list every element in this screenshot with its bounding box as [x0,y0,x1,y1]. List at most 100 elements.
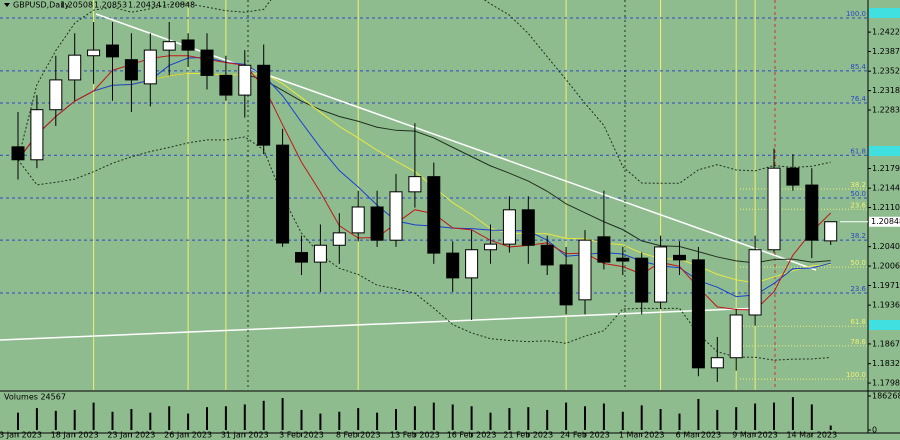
candle-body [257,64,271,146]
candle-body [824,221,838,242]
lower-band [17,136,831,361]
header-close: 1.20848 [162,1,195,10]
y-tick-label: 1.23875 [872,47,900,56]
y-tick-label: 1.18325 [872,359,900,368]
price-tag [869,216,900,227]
volume-title: Volumes 24567 [4,393,66,402]
candle-body [805,184,819,241]
fib-label: 61.8 [850,318,866,326]
y-tick-label: 1.21100 [872,203,900,212]
candle-body [332,232,346,246]
y-tick-label: 1.23525 [872,67,900,76]
fib-label: 100.0 [846,371,866,379]
candle-body [313,244,327,263]
fib-label: 50.0 [850,259,866,267]
candle-body [370,206,384,241]
candle-body [87,49,101,57]
x-tick-label: 16 Feb 2023 [447,431,497,440]
x-tick-label: 26 Jan 2023 [164,431,212,440]
candle-body [427,176,441,254]
candle-body [635,257,649,303]
x-tick-label: 8 Feb 2023 [336,431,381,440]
candle-body [786,167,800,186]
candle-body [11,146,25,161]
x-tick-label: 18 Jan 2023 [51,431,99,440]
x-tick-label: 13 Jan 2023 [0,431,42,440]
candle-body [502,209,516,245]
x-tick-label: 23 Jan 2023 [107,431,155,440]
y-tick-label: 1.21795 [872,164,900,173]
candle-layer [11,21,838,430]
candle-body [559,264,573,306]
candle-body [238,64,252,96]
candle-body [446,252,460,279]
candle-body [200,49,214,76]
fib-label: 50.0 [850,190,866,198]
level-tag [869,320,900,330]
x-tick-label: 3 Feb 2023 [279,431,324,440]
candle-body [162,41,176,51]
y-tick-label: 1.24220 [872,28,900,37]
upper-band [17,0,831,184]
y-tick-label: 1.23180 [872,86,900,95]
x-tick-label: 31 Jan 2023 [221,431,269,440]
symbol-title: GBPUSD,Daily [13,1,70,10]
price-tag-label: 1.20848 [871,217,900,226]
y-tick-label: 1.21445 [872,184,900,193]
y-tick-label: 1.18675 [872,339,900,348]
candle-body [181,39,195,51]
x-tick-label: 21 Feb 2023 [503,431,553,440]
x-tick-label: 24 Feb 2023 [560,431,610,440]
fib-label: 23.6 [850,285,866,293]
header-low: 1.20434 [128,1,161,10]
candle-body [729,314,743,359]
candle-body [276,144,290,244]
fib-label: 78.6 [850,338,866,346]
trend-line [95,13,817,271]
candle-body [521,209,535,246]
candle-body [143,49,157,85]
trend-line [0,307,761,341]
y-tick-label: 1.20405 [872,242,900,251]
candle-body [710,357,724,369]
fib-label: 23.6 [850,201,866,209]
candle-body [295,252,308,263]
header-open: 1.20508 [60,1,93,10]
menu-arrow[interactable] [4,3,10,7]
candle-body [484,243,497,251]
y-tick-label: 1.20060 [872,262,900,271]
candle-body [106,44,119,58]
candle-body [389,191,403,241]
y-tick-label: 1.19715 [872,281,900,290]
candle-body [540,244,554,266]
header-high: 1.20853 [94,1,127,10]
candle-body [767,167,781,251]
x-tick-label: 1 Mar 2023 [619,431,665,440]
y-tick-label: 1.17980 [872,379,900,388]
fib-label: 76.4 [850,95,866,103]
volume-tick-label: 0 [872,426,877,435]
level-tag [869,146,900,156]
fib-label: 100.0 [846,10,866,18]
candle-body [654,246,668,303]
candle-body [408,176,422,193]
x-tick-label: 13 Feb 2023 [390,431,440,440]
y-tick-label: 1.19365 [872,301,900,310]
candle-body [748,249,762,316]
candle-body [219,74,233,96]
volume-tick-label: 186268 [872,392,900,401]
candle-body [30,109,44,161]
candle-body [597,236,611,263]
x-tick-label: 14 Mar 2023 [786,431,837,440]
fib-label: 38.2 [850,181,866,189]
fib-label: 85.4 [850,63,866,71]
candle-body [49,79,63,111]
candle-body [124,59,138,81]
candle-body [465,249,479,279]
candle-body [616,257,630,262]
fib-label: 61.8 [850,147,866,155]
level-tag [869,8,900,18]
candle-body [578,239,592,301]
